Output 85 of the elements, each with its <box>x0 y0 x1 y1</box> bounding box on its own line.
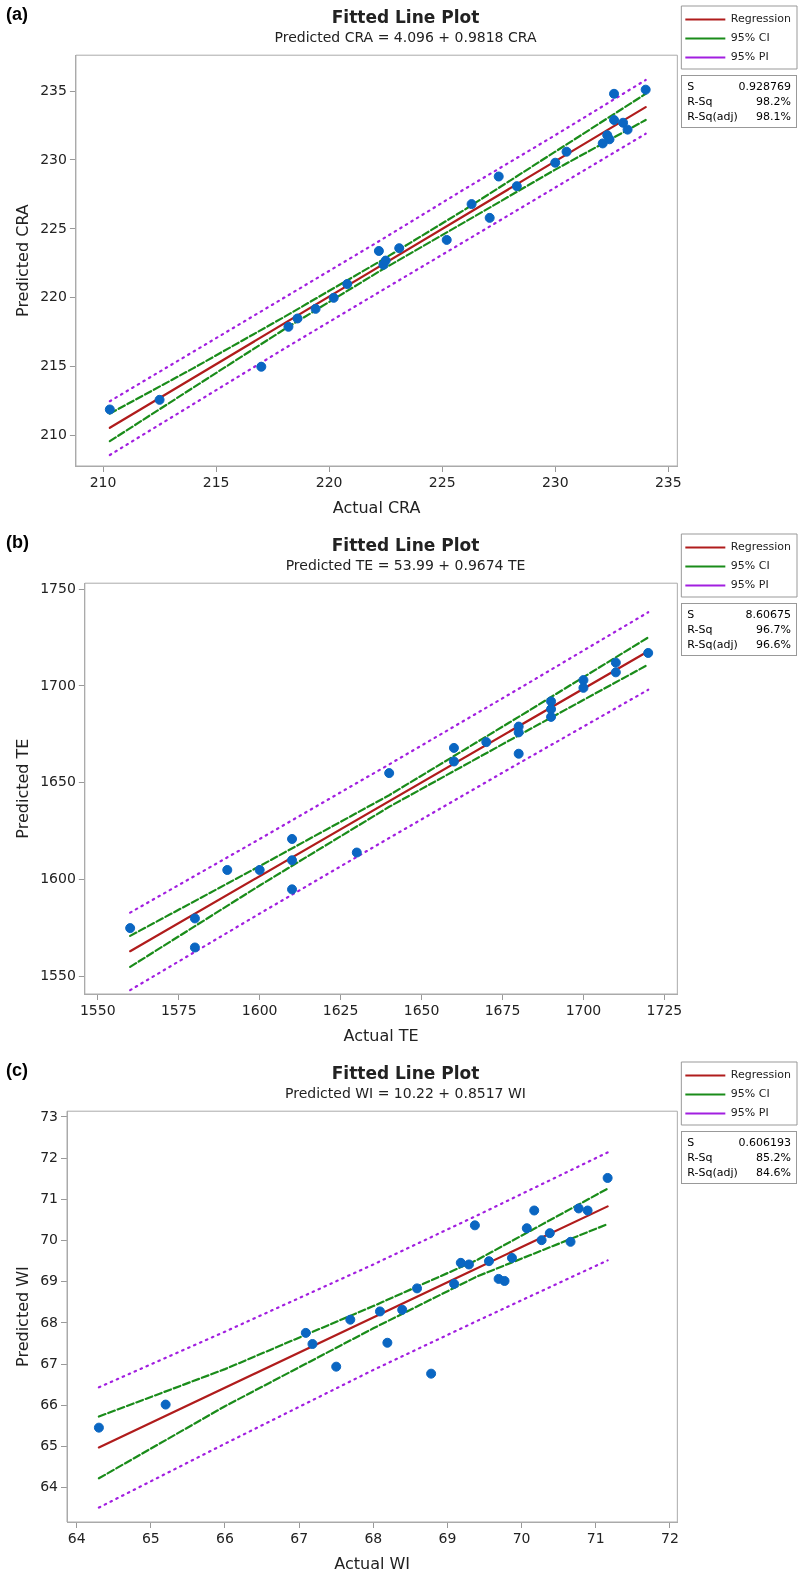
text: S <box>687 607 695 622</box>
x-axis-title: Actual TE <box>343 1025 419 1045</box>
x-tick-label: 70 <box>512 1530 531 1547</box>
y-tick-label: 230 <box>40 150 67 167</box>
text: 85.2% <box>756 1150 791 1165</box>
x-tick-label: 210 <box>89 474 117 491</box>
text: 84.6% <box>756 1165 791 1180</box>
y-axis-title: Predicted CRA <box>12 204 32 317</box>
y-tick-label: 1600 <box>40 870 76 887</box>
x-tick-label: 1575 <box>160 1002 197 1019</box>
legend-label: 95% PI <box>730 50 769 64</box>
y-tick-label: 220 <box>40 288 67 305</box>
y-tick-label: 72 <box>40 1148 59 1165</box>
x-tick-label: 1550 <box>79 1002 116 1019</box>
y-tick-label: 73 <box>40 1107 59 1124</box>
y-tick-label: 1550 <box>40 967 76 984</box>
chart-subtitle: Predicted WI = 10.22 + 0.8517 WI <box>285 1085 526 1102</box>
legend-label: 95% CI <box>730 1087 770 1101</box>
x-tick-label: 68 <box>364 1530 383 1547</box>
y-axis-title: Predicted WI <box>12 1266 32 1367</box>
chart-title: Fitted Line Plot <box>331 6 480 27</box>
y-tick-label: 215 <box>40 357 67 374</box>
chart-subtitle: Predicted CRA = 4.096 + 0.9818 CRA <box>274 29 537 46</box>
text: 96.7% <box>756 622 791 637</box>
x-tick-label: 72 <box>661 1530 679 1547</box>
text: 0.606193 <box>738 1135 791 1150</box>
text: R-Sq(adj) <box>687 637 738 652</box>
x-tick-label: 1725 <box>646 1002 683 1019</box>
text: (b) <box>6 532 29 553</box>
y-tick-label: 235 <box>40 81 67 98</box>
x-tick-label: 1600 <box>241 1002 278 1019</box>
x-axis-title: Actual WI <box>334 1553 411 1573</box>
chart-title: Fitted Line Plot <box>331 1062 480 1083</box>
x-tick-label: 225 <box>428 474 456 491</box>
text: R-Sq <box>687 622 713 637</box>
chart-title: Fitted Line Plot <box>331 534 480 555</box>
legend-label: Regression <box>730 12 792 26</box>
y-tick-label: 66 <box>40 1396 59 1413</box>
chart-subtitle: Predicted TE = 53.99 + 0.9674 TE <box>285 557 526 574</box>
x-axis-title: Actual CRA <box>332 497 421 517</box>
y-tick-label: 1700 <box>40 676 76 693</box>
x-tick-label: 65 <box>141 1530 160 1547</box>
legend-label: 95% PI <box>730 578 769 592</box>
y-tick-label: 69 <box>40 1272 59 1289</box>
legend-label: 95% PI <box>730 1106 769 1120</box>
x-tick-label: 215 <box>202 474 230 491</box>
y-tick-label: 70 <box>40 1231 59 1248</box>
legend-label: Regression <box>730 1068 792 1082</box>
y-tick-label: 1650 <box>40 773 76 790</box>
text: 98.2% <box>756 94 791 109</box>
x-tick-label: 1700 <box>565 1002 602 1019</box>
y-tick-label: 67 <box>40 1354 59 1371</box>
x-tick-label: 220 <box>315 474 343 491</box>
y-tick-label: 68 <box>40 1313 59 1330</box>
x-tick-label: 71 <box>586 1530 605 1547</box>
x-tick-label: 1650 <box>403 1002 440 1019</box>
y-tick-label: 71 <box>40 1190 59 1207</box>
text: R-Sq <box>687 1150 713 1165</box>
text: 8.60675 <box>745 607 791 622</box>
x-tick-label: 69 <box>438 1530 457 1547</box>
x-tick-label: 1675 <box>484 1002 521 1019</box>
text: (a) <box>6 4 28 25</box>
x-tick-label: 230 <box>541 474 569 491</box>
text: 0.928769 <box>738 79 791 94</box>
legend-label: 95% CI <box>730 31 770 45</box>
y-tick-label: 210 <box>40 426 67 443</box>
y-tick-label: 225 <box>40 219 67 236</box>
text: R-Sq(adj) <box>687 1165 738 1180</box>
text: 98.1% <box>756 109 791 124</box>
legend-label: 95% CI <box>730 559 770 573</box>
legend-label: Regression <box>730 540 792 554</box>
text: (c) <box>6 1060 28 1081</box>
text: S <box>687 1135 695 1150</box>
text: 96.6% <box>756 637 791 652</box>
text: R-Sq <box>687 94 713 109</box>
y-axis-title: Predicted TE <box>12 738 32 839</box>
y-tick-label: 64 <box>40 1478 59 1495</box>
text: S <box>687 79 695 94</box>
x-tick-label: 235 <box>654 474 682 491</box>
x-tick-label: 67 <box>290 1530 309 1547</box>
y-tick-label: 65 <box>40 1437 59 1454</box>
x-tick-label: 1625 <box>322 1002 359 1019</box>
x-tick-label: 66 <box>216 1530 234 1547</box>
y-tick-label: 1750 <box>40 579 76 596</box>
text: R-Sq(adj) <box>687 109 738 124</box>
